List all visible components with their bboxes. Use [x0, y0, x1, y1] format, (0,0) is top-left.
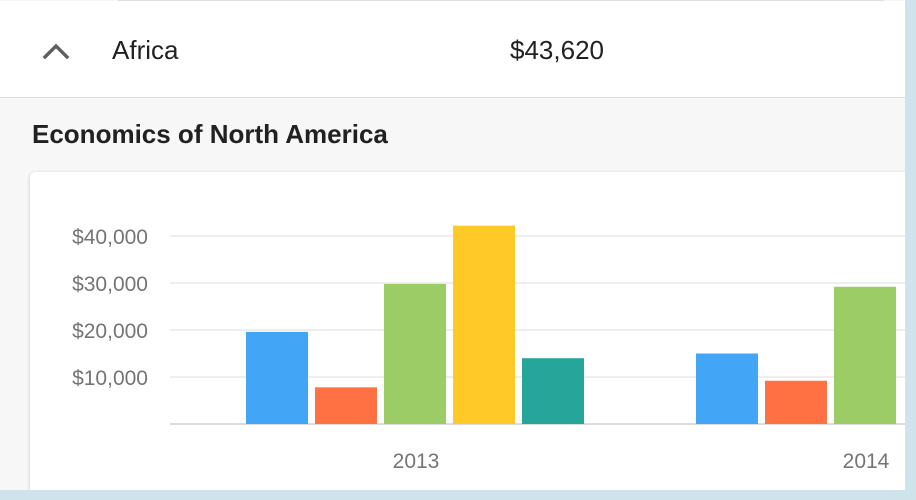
- y-tick-label: $10,000: [72, 367, 148, 390]
- bar: [834, 286, 896, 424]
- bar-chart: $10,000 $20,000 $30,000 $40,000 2013 2014: [72, 225, 905, 473]
- region-value: $43,620: [510, 35, 604, 65]
- x-tick-label: 2014: [843, 450, 890, 473]
- divider: [118, 0, 884, 1]
- bar: [696, 353, 758, 424]
- section-title: Economics of North America: [32, 119, 388, 149]
- y-tick-label: $30,000: [72, 273, 148, 296]
- panel: Africa $43,620 Economics of North Americ…: [0, 0, 905, 490]
- bar: [522, 358, 584, 424]
- region-name: Africa: [112, 35, 179, 65]
- y-tick-label: $20,000: [72, 320, 148, 343]
- chart-card: $10,000 $20,000 $30,000 $40,000 2013 2014: [30, 172, 905, 490]
- bar: [453, 225, 515, 424]
- x-tick-label: 2013: [393, 450, 440, 473]
- bar: [384, 283, 446, 424]
- bar: [246, 331, 308, 424]
- bar: [765, 380, 827, 424]
- chevron-up-icon[interactable]: [40, 37, 72, 65]
- table-row[interactable]: Africa $43,620: [0, 1, 905, 98]
- y-tick-label: $40,000: [72, 226, 148, 249]
- bar: [315, 387, 377, 424]
